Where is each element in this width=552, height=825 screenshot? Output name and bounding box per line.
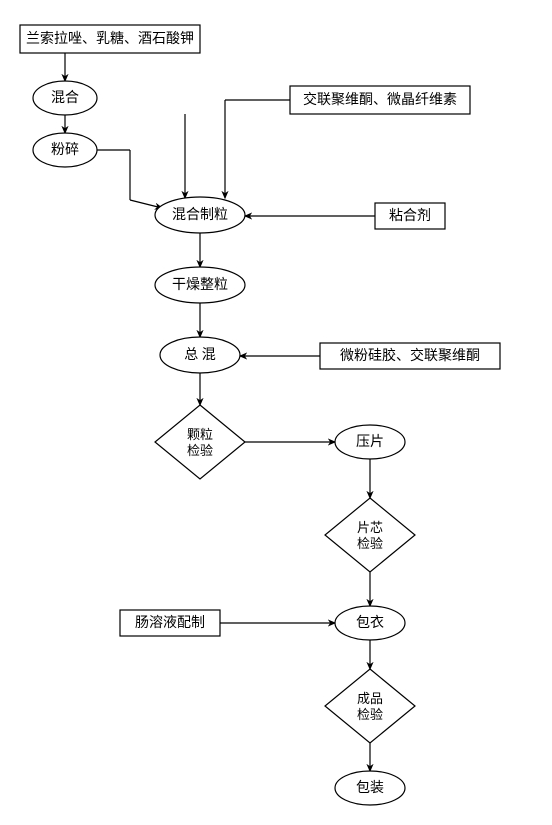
- label2-graincheck: 检验: [187, 443, 213, 458]
- label-tablet: 压片: [356, 434, 384, 450]
- flowchart-canvas: 兰索拉唑、乳糖、酒石酸钾混合粉碎 交联聚维酮、微晶纤维素混合制粒 粘合剂干燥整粒总 …: [0, 0, 552, 825]
- node-mix1: 混合: [33, 81, 97, 115]
- node-graincheck: 颗粒检验: [155, 405, 245, 479]
- label-totalmix: 总 混: [184, 347, 216, 363]
- node-input1: 兰索拉唑、乳糖、酒石酸钾: [20, 25, 200, 53]
- label-coating: 包衣: [356, 615, 384, 631]
- node-totalmix: 总 混: [160, 337, 240, 373]
- edge-4: [130, 200, 162, 208]
- label1-corecheck: 片芯: [357, 520, 383, 535]
- label-drygran: 干燥整粒: [172, 277, 228, 293]
- node-coating: 包衣: [335, 606, 405, 640]
- node-granulate: 混合制粒: [155, 197, 245, 233]
- node-enteric: 肠溶液配制: [120, 610, 220, 636]
- label1-finalcheck: 成品: [357, 691, 383, 706]
- label2-finalcheck: 检验: [357, 707, 383, 722]
- label2-corecheck: 检验: [357, 536, 383, 551]
- label-input1: 兰索拉唑、乳糖、酒石酸钾: [26, 30, 194, 47]
- edges-layer: [65, 53, 375, 771]
- node-tablet: 压片: [335, 425, 405, 459]
- node-additive2: 微粉硅胶、交联聚维酮: [320, 343, 500, 369]
- label-granulate: 混合制粒: [172, 207, 228, 223]
- node-additive1: 交联聚维酮、微晶纤维素: [290, 86, 470, 114]
- label-crush: 粉碎: [51, 142, 79, 158]
- nodes-layer: 兰索拉唑、乳糖、酒石酸钾混合粉碎 交联聚维酮、微晶纤维素混合制粒 粘合剂干燥整粒总 …: [20, 25, 500, 805]
- label-mix1: 混合: [51, 90, 79, 106]
- label-additive2: 微粉硅胶、交联聚维酮: [340, 347, 480, 364]
- node-drygran: 干燥整粒: [155, 267, 245, 303]
- node-crush: 粉碎: [33, 133, 97, 167]
- label1-graincheck: 颗粒: [187, 427, 213, 442]
- label-package: 包装: [356, 780, 384, 796]
- node-corecheck: 片芯检验: [325, 498, 415, 572]
- label-binder: 粘合剂: [389, 208, 431, 224]
- node-binder: 粘合剂: [375, 203, 445, 229]
- node-package: 包装: [335, 771, 405, 805]
- node-finalcheck: 成品检验: [325, 669, 415, 743]
- label-additive1: 交联聚维酮、微晶纤维素: [303, 91, 457, 108]
- label-enteric: 肠溶液配制: [135, 615, 205, 631]
